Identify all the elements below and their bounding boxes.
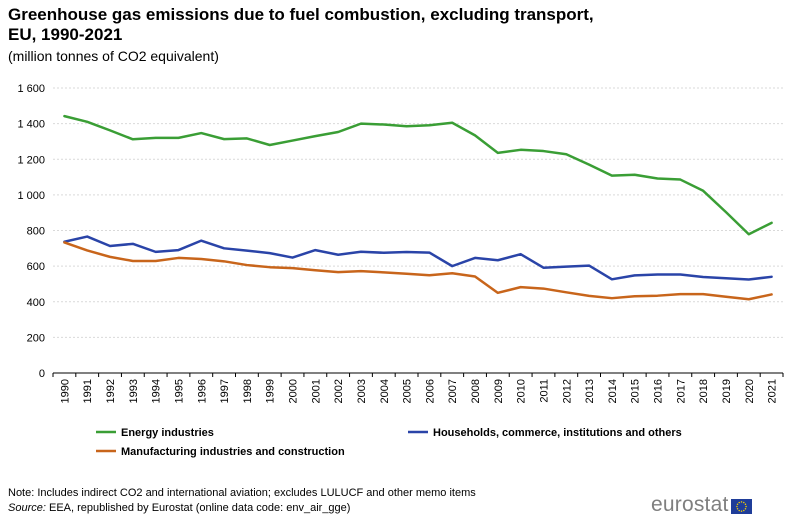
x-tick-label: 2012	[561, 379, 573, 403]
legend: Energy industries Households, commerce, i…	[96, 427, 682, 458]
x-tick-label: 2005	[402, 379, 414, 403]
legend-label: Households, commerce, institutions and o…	[433, 427, 682, 439]
y-tick-label: 1 400	[17, 119, 45, 131]
x-tick-label: 1999	[265, 379, 277, 403]
y-tick-label: 800	[27, 226, 45, 238]
series-lines	[63, 114, 773, 301]
x-tick-label: 1993	[128, 379, 140, 403]
series-line-manufacturing-industries-and-construction	[63, 241, 773, 301]
legend-label: Manufacturing industries and constructio…	[121, 446, 345, 458]
x-tick-label: 2011	[538, 379, 550, 403]
y-tick-label: 1 000	[17, 190, 45, 202]
chart-title: Greenhouse gas emissions due to fuel com…	[8, 5, 648, 45]
x-tick-label: 2001	[310, 379, 322, 403]
x-tick-label: 1990	[59, 379, 71, 403]
chart-title-line-2: EU, 1990-2021	[8, 25, 123, 44]
x-tick-label: 2017	[675, 379, 687, 403]
x-tick-label: 2021	[767, 379, 779, 403]
source-text: EEA, republished by Eurostat (online dat…	[45, 502, 351, 514]
x-tick-label: 2020	[744, 379, 756, 403]
chart-note: Note: Includes indirect CO2 and internat…	[8, 487, 476, 499]
y-tick-label: 1 600	[17, 83, 45, 95]
flag-star	[737, 502, 739, 505]
x-tick-label: 2004	[379, 379, 391, 403]
x-tick-label: 2014	[607, 379, 619, 403]
flag-star	[738, 501, 741, 503]
x-tick-label: 2000	[288, 379, 300, 403]
x-tick-label: 2008	[470, 379, 482, 403]
x-tick-label: 2002	[333, 379, 345, 403]
y-tick-label: 400	[27, 297, 45, 309]
y-tick-label: 0	[39, 368, 45, 380]
eu-flag-icon	[731, 498, 753, 514]
x-tick-label: 1994	[151, 379, 163, 403]
series-line-households-commerce-institutions-and-others	[63, 235, 773, 281]
flag-star	[738, 509, 741, 511]
legend-label: Energy industries	[121, 427, 214, 439]
flag-star	[745, 502, 747, 505]
x-tick-label: 2018	[698, 379, 710, 403]
source-label: Source:	[8, 502, 46, 514]
axes: 0 200 400 600 800 1 000 1 200 1 400 1 600 1990 199…	[17, 83, 784, 403]
x-tick-label: 2019	[721, 379, 733, 403]
x-tick-label: 2010	[516, 379, 528, 403]
series-line-energy-industries	[63, 114, 773, 236]
y-tick-label: 600	[27, 261, 45, 273]
x-tick-label: 2006	[424, 379, 436, 403]
flag-star	[741, 509, 743, 512]
x-tick-label: 2016	[653, 379, 665, 403]
x-tick-label: 2009	[493, 379, 505, 403]
y-tick-label: 200	[27, 332, 45, 344]
eurostat-wordmark: eurostat	[651, 493, 729, 516]
y-tick-label: 1 200	[17, 154, 45, 166]
x-tick-label: 1995	[173, 379, 185, 403]
x-tick-label: 2013	[584, 379, 596, 403]
flag-star	[745, 507, 747, 510]
flag-star	[743, 501, 746, 503]
chart-title-line-1: Greenhouse gas emissions due to fuel com…	[8, 5, 594, 24]
x-tick-label: 1996	[196, 379, 208, 403]
x-tick-label: 2015	[630, 379, 642, 403]
flag-star	[736, 505, 739, 507]
x-tick-label: 2003	[356, 379, 368, 403]
gridlines	[53, 87, 783, 338]
x-tick-label: 1992	[105, 379, 117, 403]
eurostat-logo: eurostat	[651, 493, 753, 516]
x-tick-label: 1997	[219, 379, 231, 403]
flag-star	[737, 507, 739, 510]
x-tick-label: 1991	[82, 379, 94, 403]
flag-star	[743, 509, 746, 511]
chart-subtitle: (million tonnes of CO2 equivalent)	[8, 48, 219, 64]
flag-star	[745, 505, 748, 507]
x-tick-label: 1998	[242, 379, 254, 403]
x-tick-label: 2007	[447, 379, 459, 403]
flag-star	[741, 500, 743, 503]
chart-source: Source: EEA, republished by Eurostat (on…	[8, 501, 350, 515]
